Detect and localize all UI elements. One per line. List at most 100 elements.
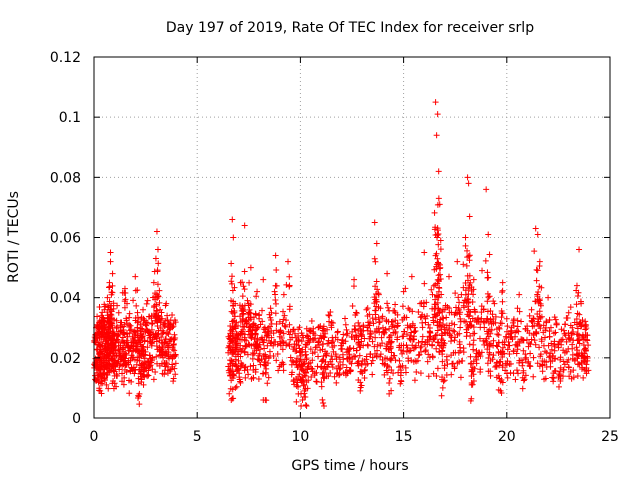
data-point (126, 390, 133, 397)
data-point (457, 318, 464, 325)
data-point (433, 331, 440, 338)
data-point (516, 291, 523, 298)
data-point (233, 363, 240, 370)
data-point (305, 377, 312, 384)
data-point (302, 394, 309, 401)
data-point (241, 367, 248, 374)
data-point (272, 310, 279, 317)
data-point (397, 367, 404, 374)
data-point (489, 356, 496, 363)
data-point (343, 326, 350, 333)
data-point (580, 353, 587, 360)
data-point (561, 330, 568, 337)
data-point (154, 281, 161, 288)
data-point (485, 368, 492, 375)
data-point (403, 342, 410, 349)
data-point (293, 347, 300, 354)
data-point (165, 342, 172, 349)
data-point (470, 377, 477, 384)
data-point (470, 291, 477, 298)
data-point (155, 260, 162, 267)
data-point (272, 252, 279, 259)
data-point (405, 357, 412, 364)
data-point (543, 319, 550, 326)
data-point (551, 355, 558, 362)
data-point (411, 329, 418, 336)
data-point (154, 331, 161, 338)
data-point (94, 376, 101, 383)
data-point (260, 276, 267, 283)
data-point (490, 342, 497, 349)
data-point (496, 362, 503, 369)
data-point (288, 371, 295, 378)
data-point (156, 316, 163, 323)
data-point (321, 369, 328, 376)
data-point (434, 310, 441, 317)
data-point (273, 267, 280, 274)
data-point (430, 282, 437, 289)
data-point (365, 322, 372, 329)
data-point (391, 324, 398, 331)
data-point (363, 306, 370, 313)
data-point (247, 301, 254, 308)
data-point (433, 345, 440, 352)
data-point (254, 288, 261, 295)
data-point (343, 364, 350, 371)
data-point (244, 320, 251, 327)
data-point (444, 303, 451, 310)
data-point (346, 358, 353, 365)
data-point (362, 366, 369, 373)
data-point (236, 374, 243, 381)
data-point (462, 234, 469, 241)
data-point (246, 279, 253, 286)
chart-title: Day 197 of 2019, Rate Of TEC Index for r… (166, 20, 534, 36)
data-point (406, 323, 413, 330)
data-point (172, 360, 179, 367)
data-point (357, 344, 364, 351)
data-point (441, 340, 448, 347)
data-point (109, 320, 116, 327)
data-point (520, 347, 527, 354)
data-point (107, 349, 114, 356)
data-point (361, 358, 368, 365)
data-point (155, 327, 162, 334)
data-point (334, 329, 341, 336)
data-point (376, 319, 383, 326)
data-point (325, 340, 332, 347)
data-point (444, 329, 451, 336)
data-point (579, 364, 586, 371)
data-point (342, 338, 349, 345)
data-point (264, 380, 271, 387)
data-point (483, 338, 490, 345)
data-point (406, 348, 413, 355)
data-point (172, 371, 179, 378)
data-point (244, 297, 251, 304)
data-point (158, 339, 165, 346)
data-point (153, 343, 160, 350)
data-point (162, 322, 169, 329)
data-point (409, 308, 416, 315)
data-point (432, 296, 439, 303)
data-point (358, 338, 365, 345)
data-point (280, 291, 287, 298)
data-point (286, 343, 293, 350)
data-point (336, 371, 343, 378)
data-point (486, 293, 493, 300)
data-point (519, 374, 526, 381)
data-point (479, 267, 486, 274)
data-point (252, 368, 259, 375)
data-point (134, 357, 141, 364)
data-point (255, 376, 262, 383)
data-point (113, 317, 120, 324)
data-point (160, 349, 167, 356)
data-point (577, 298, 584, 305)
data-point (108, 308, 115, 315)
data-point (446, 325, 453, 332)
data-point (432, 224, 439, 231)
data-point (560, 373, 567, 380)
data-point (142, 319, 149, 326)
data-point (252, 331, 259, 338)
data-point (296, 357, 303, 364)
data-point (381, 329, 388, 336)
data-point (256, 350, 263, 357)
